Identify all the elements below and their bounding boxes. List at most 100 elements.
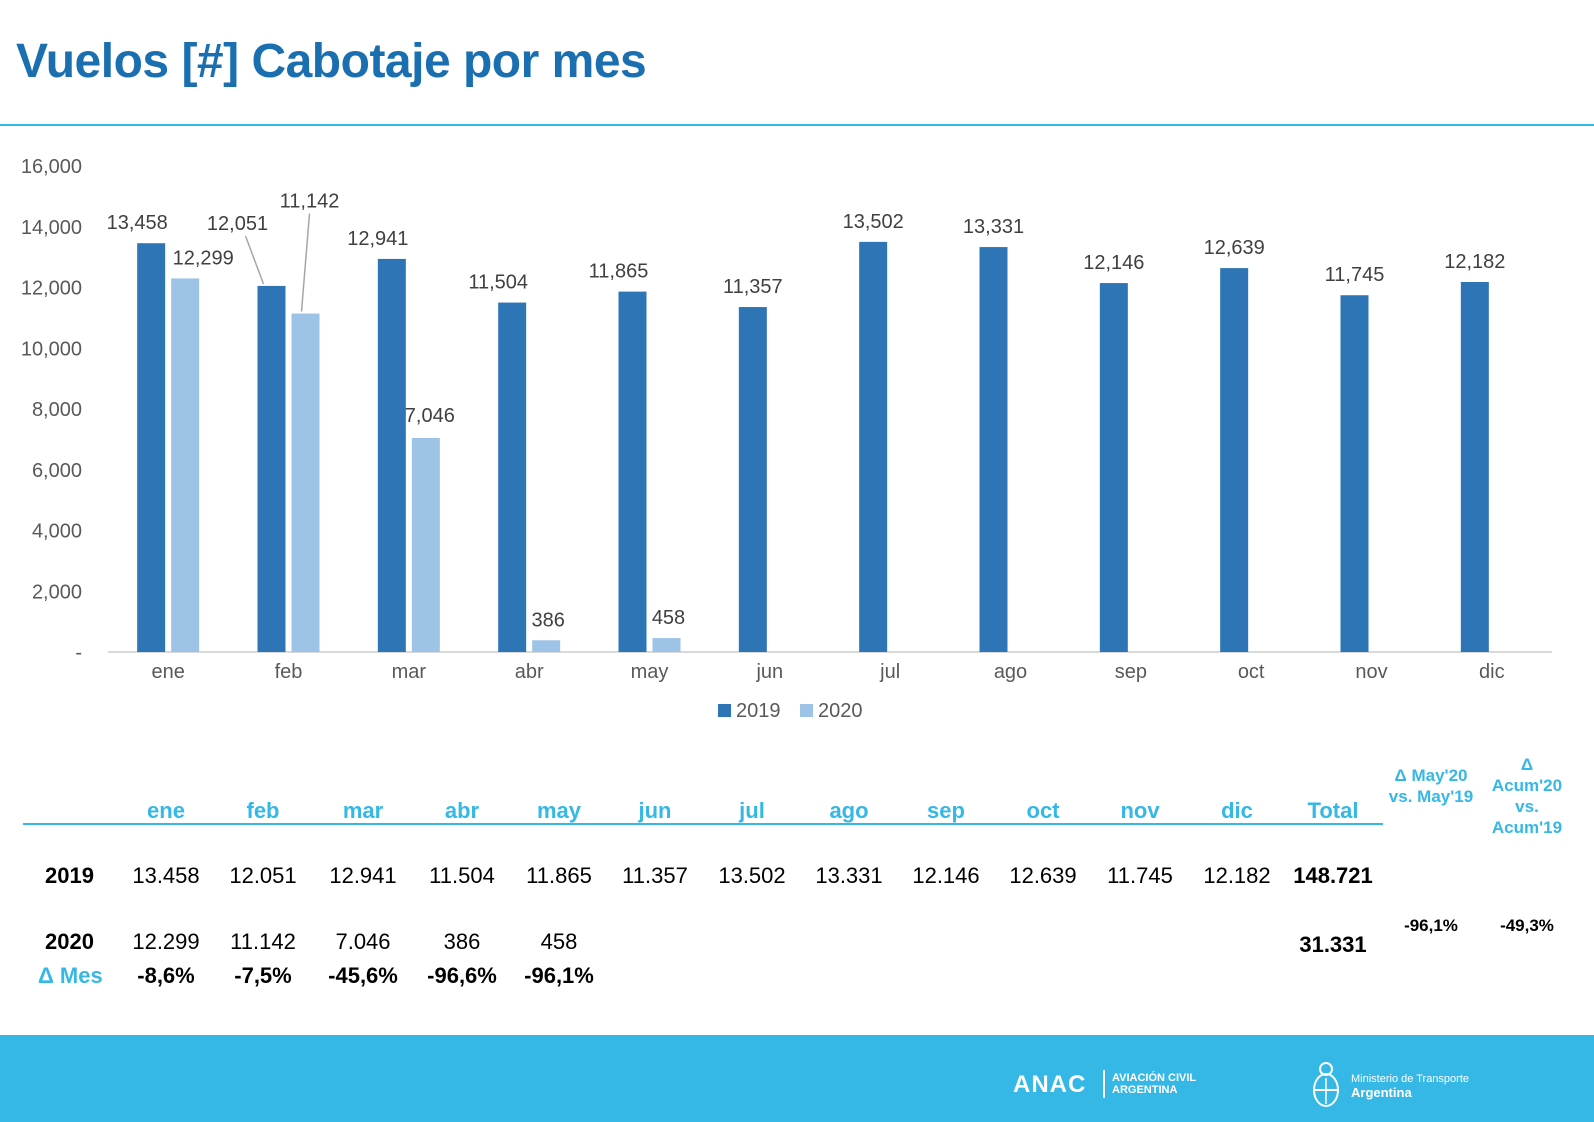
x-tick-label-may: may: [631, 661, 669, 683]
compare-accum-header-line2: vs.: [1515, 797, 1539, 816]
x-tick-label-ago: ago: [994, 661, 1027, 683]
ministry-logo: Ministerio de Transporte Argentina: [1351, 1072, 1469, 1100]
compare-month-header: Δ May'20 vs. May'19: [1389, 765, 1473, 807]
data-label-2019-ene: 13,458: [107, 212, 168, 234]
data-label-2019-jun: 11,357: [723, 276, 783, 298]
cell-2019-ene: 13.458: [132, 863, 200, 888]
cell-2019-ago: 13.331: [815, 863, 883, 888]
data-label-2019-mar: 12,941: [347, 228, 408, 250]
cell-delta-may: -96,1%: [524, 963, 594, 988]
cell-2019-jun: 11.357: [622, 863, 688, 888]
bar-2019-nov: [1340, 295, 1369, 652]
compare-accum-header-line1: Δ Acum'20: [1491, 755, 1563, 795]
x-tick-label-oct: oct: [1238, 661, 1265, 683]
row-label-2019: 2019: [45, 863, 94, 888]
y-tick-label: 8,000: [32, 399, 82, 421]
table-header-jul: jul: [739, 798, 765, 823]
legend-label-2020: 2020: [818, 700, 863, 722]
data-label-2019-jul: 13,502: [843, 211, 904, 233]
footer-bar: ANAC AVIACIÓN CIVIL ARGENTINA Ministerio…: [0, 1035, 1594, 1122]
cell-2020-mar: 7.046: [335, 929, 391, 954]
data-label-2019-sep: 12,146: [1083, 252, 1144, 274]
table-header-mar: mar: [342, 798, 384, 823]
data-label-2020-mar: 7,046: [405, 405, 455, 427]
anac-subtitle-line2: ARGENTINA: [1112, 1084, 1178, 1096]
bar-2019-ene: [137, 243, 166, 652]
row-label-delta: Δ Mes: [38, 963, 103, 988]
table-header-ene: ene: [147, 798, 185, 823]
cell-2020-abr: 386: [443, 929, 481, 954]
leader-line-2019-feb: [244, 235, 265, 285]
bar-2020-may: [652, 638, 681, 652]
monthly-flights-bar-chart: - 2,000 4,000 6,000 8,000 10,000 12,000 14,000 1…: [21, 156, 1552, 722]
y-tick-label: 6,000: [32, 460, 82, 482]
bar-2020-ene: [171, 278, 200, 652]
table-header-may: may: [536, 798, 582, 823]
x-tick-label-jun: jun: [755, 661, 783, 683]
data-label-2020-may: 458: [652, 607, 685, 629]
bar-2019-dic: [1460, 281, 1489, 652]
y-tick-label: 16,000: [21, 156, 82, 178]
y-tick-label: 12,000: [21, 278, 82, 300]
compare-month-header-line2: vs. May'19: [1388, 787, 1474, 806]
bar-2019-oct: [1220, 268, 1249, 652]
cell-2019-dic: 12.182: [1203, 863, 1271, 888]
national-crest-icon: [1313, 1062, 1339, 1107]
bar-2019-mar: [377, 258, 406, 652]
cell-2019-sep: 12.146: [912, 863, 980, 888]
table-header-feb: feb: [246, 798, 280, 823]
legend-swatch-2019: [718, 704, 731, 717]
table-header-abr: abr: [444, 798, 480, 823]
anac-subtitle-line1: AVIACIÓN CIVIL: [1112, 1072, 1197, 1084]
cell-2020-total: 31.331: [1299, 932, 1367, 957]
y-tick-label: 4,000: [32, 521, 82, 543]
data-label-2020-feb: 11,142: [280, 191, 340, 213]
x-tick-label-ene: ene: [151, 661, 184, 683]
bar-2019-jun: [738, 307, 767, 652]
bar-2019-jul: [859, 241, 888, 652]
data-label-2020-abr: 386: [531, 609, 564, 631]
bar-2019-feb: [257, 285, 286, 652]
bar-2020-mar: [411, 437, 440, 652]
y-tick-label: 2,000: [32, 581, 82, 603]
table-header-nov: nov: [1120, 798, 1160, 823]
x-tick-label-abr: abr: [515, 661, 544, 683]
bar-2019-may: [618, 291, 647, 652]
bar-2020-feb: [291, 313, 320, 652]
x-tick-label-mar: mar: [392, 661, 427, 683]
data-label-2019-abr: 11,504: [468, 272, 528, 294]
y-tick-label: -: [75, 642, 82, 664]
data-label-2019-oct: 12,639: [1204, 237, 1265, 259]
compare-accum-value: -49,3%: [1500, 916, 1554, 935]
cell-delta-feb: -7,5%: [234, 963, 292, 988]
data-label-2019-may: 11,865: [589, 261, 649, 283]
cell-delta-ene: -8,6%: [137, 963, 195, 988]
cell-2019-may: 11.865: [526, 863, 592, 888]
x-tick-label-feb: feb: [275, 661, 303, 683]
leader-line-2020-feb: [300, 213, 311, 312]
table-header-total: Total: [1307, 798, 1359, 823]
anac-subtitle: AVIACIÓN CIVIL ARGENTINA: [1112, 1072, 1196, 1096]
cell-2019-oct: 12.639: [1009, 863, 1077, 888]
table-header-divider: [23, 823, 1383, 825]
table-header-jun: jun: [638, 798, 672, 823]
cell-2020-may: 458: [540, 929, 578, 954]
bar-2019-abr: [498, 302, 527, 652]
compare-month-header-line1: Δ May'20: [1394, 766, 1468, 785]
legend-swatch-2020: [800, 704, 813, 717]
cell-delta-mar: -45,6%: [328, 963, 398, 988]
ministry-line1: Ministerio de Transporte: [1351, 1073, 1469, 1085]
table-header-oct: oct: [1026, 798, 1060, 823]
table-header-dic: dic: [1221, 798, 1253, 823]
logo-divider: [1103, 1070, 1105, 1098]
cell-2019-nov: 11.745: [1107, 863, 1173, 888]
table-header-sep: sep: [927, 798, 965, 823]
cell-2020-feb: 11.142: [230, 929, 296, 954]
cell-2019-jul: 13.502: [718, 863, 786, 888]
cell-delta-abr: -96,6%: [427, 963, 497, 988]
x-tick-label-nov: nov: [1355, 661, 1387, 683]
cell-2019-total: 148.721: [1293, 863, 1373, 888]
x-tick-label-jul: jul: [879, 661, 900, 683]
compare-accum-header-line3: Acum'19: [1491, 818, 1563, 837]
ministry-line2: Argentina: [1351, 1085, 1412, 1100]
